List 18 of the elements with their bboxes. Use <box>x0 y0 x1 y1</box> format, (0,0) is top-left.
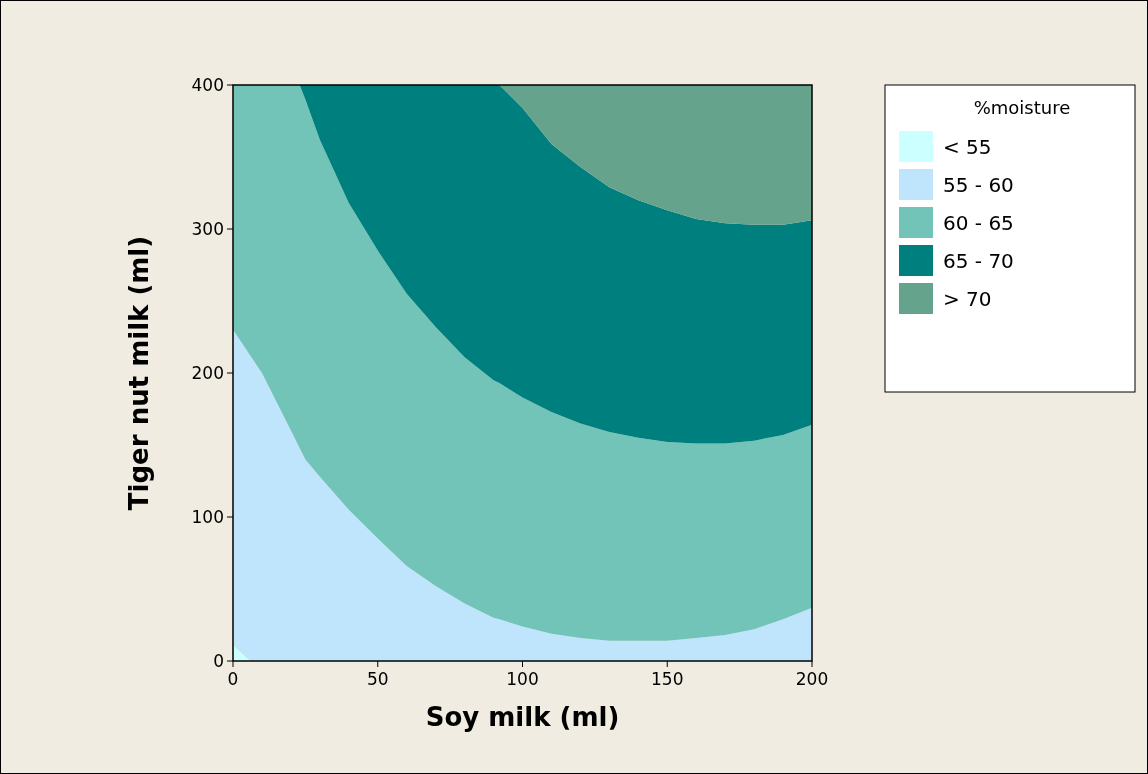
y-tick-label: 100 <box>191 507 224 527</box>
x-tick-label: 150 <box>651 669 684 689</box>
x-tick-label: 200 <box>795 669 829 689</box>
y-axis-title: Tiger nut milk (ml) <box>124 235 154 511</box>
y-tick-label: 0 <box>213 651 224 671</box>
y-tick-label: 200 <box>191 363 224 383</box>
y-tick-label: 400 <box>191 75 224 95</box>
x-axis-title: Soy milk (ml) <box>425 702 620 732</box>
x-tick-label: 50 <box>366 669 389 689</box>
legend-label: 55 - 60 <box>943 173 1014 197</box>
legend-label: 65 - 70 <box>943 249 1014 273</box>
legend-label: 60 - 65 <box>943 211 1014 235</box>
legend-label: < 55 <box>943 135 992 159</box>
x-tick-label: 100 <box>506 669 539 689</box>
x-tick-label: 0 <box>227 669 239 689</box>
legend-title: %moisture <box>973 97 1071 118</box>
legend-label: > 70 <box>943 287 992 311</box>
y-tick-label: 300 <box>191 219 224 239</box>
